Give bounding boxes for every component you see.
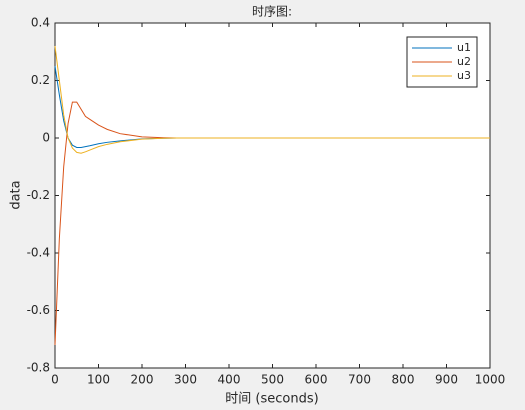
chart-title: 时序图: [252,4,292,19]
y-tick-label: 0.4 [31,16,50,30]
legend-label: u2 [457,55,471,68]
x-axis-label: 时间 (seconds) [225,392,318,407]
x-tick-label: 100 [87,373,110,387]
y-tick-label: -0.2 [27,188,50,202]
x-tick-label: 700 [348,373,371,387]
y-axis-label: data [9,180,24,209]
y-tick-label: 0 [42,131,50,145]
y-tick-label: -0.4 [27,246,50,260]
x-tick-label: 200 [131,373,154,387]
x-tick-label: 600 [305,373,328,387]
x-tick-label: 1000 [475,373,506,387]
x-tick-label: 400 [218,373,241,387]
series-line [54,45,490,154]
x-tick-label: 0 [51,373,59,387]
x-tick-label: 800 [392,373,415,387]
axes-box [54,22,491,369]
y-tick-label: 0.2 [31,73,50,87]
y-tick-label: -0.6 [27,303,50,317]
legend-label: u1 [457,41,471,54]
series-line [54,101,490,346]
x-tick-label: 300 [174,373,197,387]
y-tick-label: -0.8 [27,361,50,375]
x-tick-label: 900 [435,373,458,387]
x-tick-label: 500 [261,373,284,387]
legend-label: u3 [457,69,471,82]
